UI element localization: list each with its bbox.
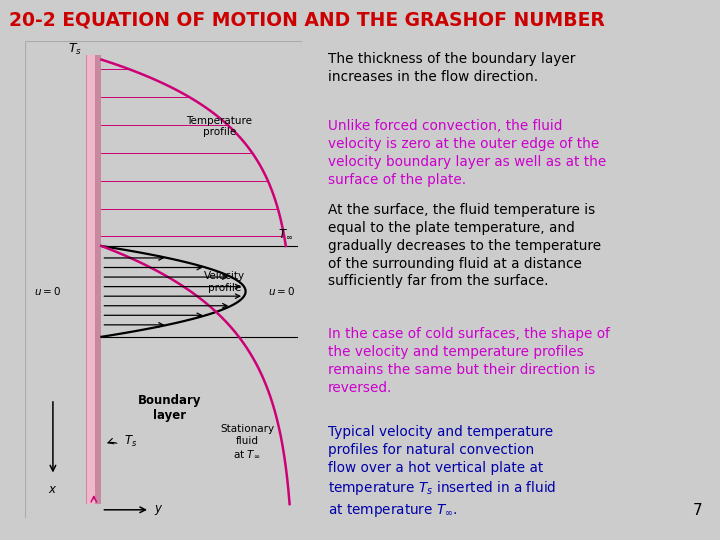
Text: $T_s$: $T_s$ — [68, 42, 82, 57]
Bar — [86, 55, 102, 504]
Text: In the case of cold surfaces, the shape of
the velocity and temperature profiles: In the case of cold surfaces, the shape … — [328, 327, 610, 395]
Text: $T_s$: $T_s$ — [124, 434, 138, 449]
Text: Boundary
layer: Boundary layer — [138, 395, 201, 422]
Text: Temperature
profile: Temperature profile — [186, 116, 252, 137]
Text: $x$: $x$ — [48, 483, 58, 496]
Text: Unlike forced convection, the fluid
velocity is zero at the outer edge of the
ve: Unlike forced convection, the fluid velo… — [328, 119, 606, 187]
Text: Velocity
profile: Velocity profile — [204, 271, 246, 293]
Text: $T_\infty$: $T_\infty$ — [277, 227, 293, 241]
Text: $u = 0$: $u = 0$ — [34, 286, 61, 298]
Bar — [94, 55, 102, 504]
Text: 7: 7 — [693, 503, 702, 518]
Text: The thickness of the boundary layer
increases in the flow direction.: The thickness of the boundary layer incr… — [328, 52, 575, 84]
Text: Typical velocity and temperature
profiles for natural convection
flow over a hot: Typical velocity and temperature profile… — [328, 425, 557, 518]
Text: At the surface, the fluid temperature is
equal to the plate temperature, and
gra: At the surface, the fluid temperature is… — [328, 203, 601, 288]
Text: $u = 0$: $u = 0$ — [269, 286, 295, 298]
Text: 20-2 EQUATION OF MOTION AND THE GRASHOF NUMBER: 20-2 EQUATION OF MOTION AND THE GRASHOF … — [9, 11, 605, 30]
Text: Stationary
fluid
at $T_\infty$: Stationary fluid at $T_\infty$ — [220, 424, 274, 460]
Text: $y$: $y$ — [153, 503, 163, 517]
Bar — [86, 55, 87, 504]
